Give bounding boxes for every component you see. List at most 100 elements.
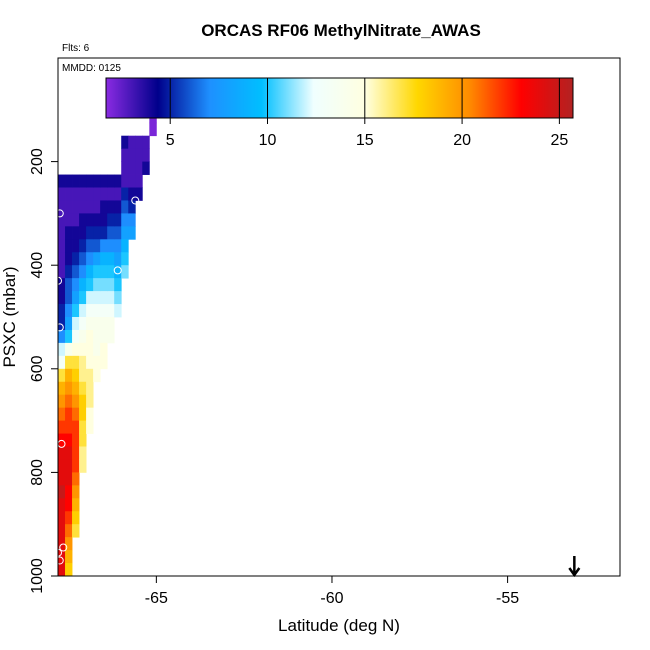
heatmap-cell: [72, 433, 80, 447]
heatmap-cell: [142, 148, 150, 162]
heatmap-cell: [93, 252, 101, 266]
heatmap-cell: [58, 472, 66, 486]
heatmap-cell: [72, 291, 80, 305]
heatmap-cell: [121, 226, 129, 240]
heatmap-cell: [135, 161, 143, 175]
heatmap-cell: [114, 200, 122, 214]
heatmap-cell: [86, 407, 94, 421]
heatmap-cell: [58, 498, 66, 512]
heatmap-cell: [58, 239, 66, 253]
heatmap-cell: [79, 329, 87, 344]
sample-points: [54, 152, 159, 565]
heatmap-cell: [121, 174, 129, 188]
heatmap-cell: [58, 459, 66, 473]
heatmap-cell: [72, 511, 80, 525]
heatmap-cell: [121, 187, 129, 201]
heatmap-cell: [65, 329, 73, 344]
chart-title: ORCAS RF06 MethylNitrate_AWAS: [201, 21, 481, 40]
heatmap-cell: [58, 563, 66, 577]
heatmap-cell: [72, 524, 80, 538]
heatmap-cell: [72, 226, 80, 240]
heatmap-cell: [72, 239, 80, 253]
heatmap-cell: [72, 304, 80, 318]
heatmap-cell: [65, 239, 73, 253]
heatmap-cell: [58, 550, 66, 564]
heatmap-cell: [107, 239, 115, 253]
y-tick-label: 600: [29, 355, 46, 382]
heatmap-cell: [86, 381, 94, 396]
sample-point: [131, 196, 140, 205]
heatmap-cell: [100, 213, 108, 227]
heatmap-cell: [121, 239, 129, 253]
heatmap-cell: [86, 329, 94, 344]
heatmap-cell: [86, 239, 94, 253]
heatmap-cell: [93, 226, 101, 240]
heatmap-cell: [86, 213, 94, 227]
heatmap-cell: [100, 187, 108, 201]
x-axis-label: Latitude (deg N): [278, 616, 400, 635]
sample-point: [55, 323, 64, 332]
heatmap-cell: [86, 420, 94, 434]
colorbar-gradient: [105, 77, 574, 119]
heatmap-cell: [72, 278, 80, 292]
heatmap-cell: [58, 355, 66, 370]
y-tick-label: 200: [29, 148, 46, 175]
heatmap-cell: [107, 265, 115, 279]
heatmap-cell: [65, 317, 73, 331]
heatmap-cell: [79, 446, 87, 460]
heatmap-cells: [58, 109, 157, 577]
heatmap-cell: [107, 200, 115, 214]
heatmap-cell: [93, 265, 101, 279]
heatmap-cell: [79, 252, 87, 266]
colorbar-tick-label: 15: [356, 132, 374, 149]
heatmap-cell: [79, 381, 87, 396]
heatmap-cell: [107, 304, 115, 318]
heatmap-cell: [65, 265, 73, 279]
heatmap-cell: [58, 265, 66, 279]
heatmap-cell: [114, 252, 122, 266]
heatmap-cell: [65, 174, 73, 188]
heatmap-cell: [79, 394, 87, 409]
heatmap-cell: [100, 200, 108, 214]
colorbar-tick-label: 5: [166, 132, 175, 149]
heatmap-cell: [100, 174, 108, 188]
heatmap-cell: [79, 433, 87, 447]
heatmap-cell: [128, 226, 136, 240]
heatmap-cell: [79, 174, 87, 188]
heatmap-cell: [114, 239, 122, 253]
heatmap-cell: [86, 278, 94, 292]
heatmap-cell: [65, 433, 73, 447]
heatmap-cell: [128, 213, 136, 227]
heatmap-cell: [79, 304, 87, 318]
heatmap-cell: [107, 252, 115, 266]
heatmap-cell: [86, 174, 94, 188]
heatmap-cell: [86, 291, 94, 305]
heatmap-cell: [79, 355, 87, 370]
heatmap-cell: [65, 368, 73, 383]
heatmap-cell: [72, 317, 80, 331]
heatmap-cell: [86, 252, 94, 266]
heatmap-cell: [100, 304, 108, 318]
heatmap-cell: [93, 329, 101, 344]
heatmap-cell: [72, 381, 80, 396]
heatmap-cell: [86, 200, 94, 214]
heatmap-cell: [93, 304, 101, 318]
flights-label: Flts: 6: [62, 43, 90, 54]
heatmap-cell: [72, 368, 80, 383]
heatmap-cell: [121, 252, 129, 266]
heatmap-cell: [86, 304, 94, 318]
heatmap-cell: [58, 485, 66, 499]
heatmap-cell: [58, 342, 66, 357]
heatmap-cell: [65, 187, 73, 201]
heatmap-cell: [58, 317, 66, 331]
arrow-head: [568, 567, 581, 578]
heatmap-cell: [86, 187, 94, 201]
heatmap-cell: [114, 226, 122, 240]
heatmap-cell: [65, 342, 73, 357]
heatmap-cell: [100, 355, 108, 370]
heatmap-cell: [79, 265, 87, 279]
heatmap-cell: [149, 122, 157, 137]
heatmap-cell: [93, 174, 101, 188]
heatmap-cell: [58, 291, 66, 305]
